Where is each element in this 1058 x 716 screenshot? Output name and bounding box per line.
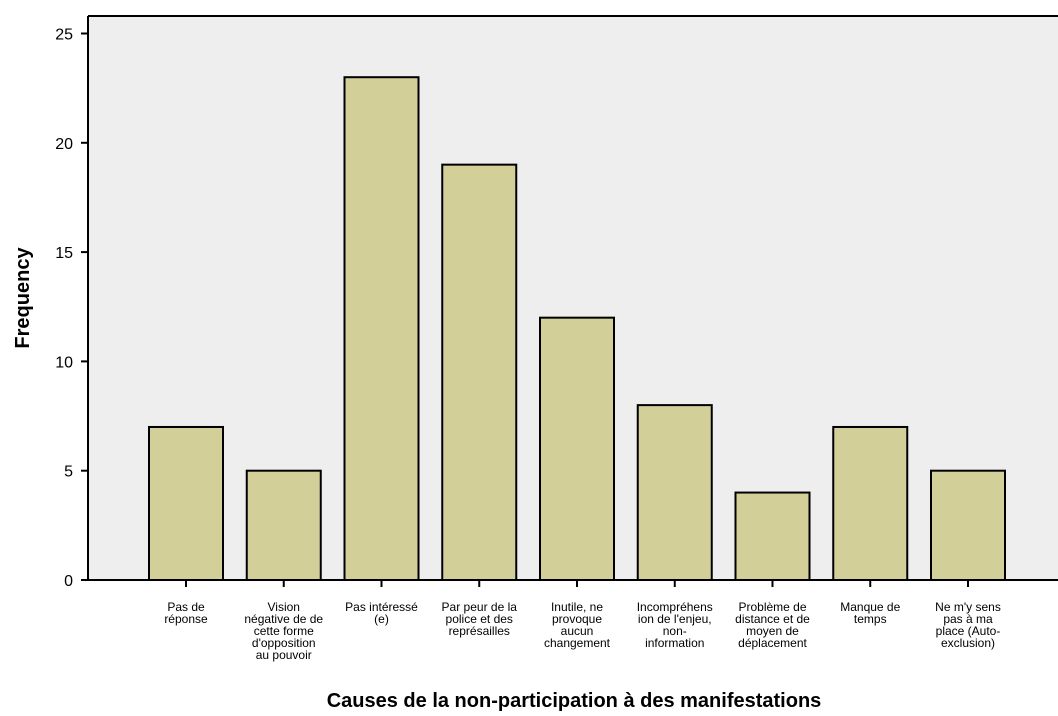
x-tick-label-line: Manque de (840, 600, 900, 614)
x-tick-label-line: police et des (446, 612, 513, 626)
x-tick-label-line: place (Auto- (936, 624, 1001, 638)
bar (539, 316, 615, 581)
x-tick-label-line: Ne m'y sens (935, 600, 1001, 614)
x-tick-label: Par peur de la police et des représailles (442, 600, 518, 638)
x-tick-label-line: distance et de (735, 612, 810, 626)
x-tick-label-line: pas à ma (943, 612, 993, 626)
y-tick-label: 0 (64, 573, 73, 590)
x-tick-label-line: cette forme (254, 624, 314, 638)
x-tick-label-line: exclusion) (941, 636, 995, 650)
x-tick-label-line: représailles (449, 624, 510, 638)
x-axis-title: Causes de la non-participation à des man… (327, 690, 822, 712)
x-tick-label-line: négative de de (244, 612, 323, 626)
x-tick-label-line: Par peur de la (442, 600, 518, 614)
x-tick-label: Problème de distance et de moyen de déplace… (735, 600, 810, 650)
x-tick-label: Manque de temps (840, 600, 900, 626)
x-tick-label-line: réponse (164, 612, 208, 626)
x-tick-label: Pas de réponse (164, 600, 208, 626)
y-ticks: 0 5 10 15 20 25 (55, 26, 88, 590)
x-tick-label-line: temps (854, 612, 887, 626)
x-tick-label-line: d'opposition (252, 636, 316, 650)
bar (930, 469, 1006, 581)
bars (148, 76, 1006, 582)
x-tick-label-line: (e) (374, 612, 389, 626)
x-tick-label: Incompréhens ion de l'enjeu, non-informati… (637, 600, 713, 650)
x-tick-label-line: non- (663, 624, 687, 638)
x-tick-label-line: au pouvoir (256, 648, 312, 662)
x-tick-label: Inutile, ne provoque aucun changement (544, 600, 611, 650)
x-tick-label-line: aucun (561, 624, 594, 638)
x-tick-label-line: Problème de (738, 600, 806, 614)
x-tick-label-line: provoque (552, 612, 602, 626)
y-axis-title: Frequency (12, 247, 34, 349)
x-tick-label-line: changement (544, 636, 611, 650)
y-tick-label: 5 (64, 464, 73, 481)
x-tick-label-line: déplacement (738, 636, 807, 650)
x-tick-label-line: Inutile, ne (551, 600, 603, 614)
bar (343, 76, 420, 582)
x-tick-label-line: Incompréhens (637, 600, 713, 614)
bar (734, 491, 811, 581)
x-tick-label-line: Vision (268, 600, 300, 614)
y-tick-label: 25 (55, 26, 73, 43)
x-tick-label-line: Pas intéressé (345, 600, 418, 614)
x-tick-label: Pas intéressé (e) (345, 600, 418, 626)
x-tick-label: Ne m'y sens pas à ma place (Auto-exclusion… (935, 600, 1001, 650)
x-tick-label-line: ion de l'enjeu, (638, 612, 712, 626)
y-tick-label: 15 (55, 245, 73, 262)
x-ticks: Pas de réponse Vision négative de de cette f… (164, 580, 1001, 662)
bar (148, 425, 224, 581)
x-tick-label-line: moyen de (746, 624, 799, 638)
bar (245, 469, 322, 581)
bar (441, 163, 518, 582)
y-tick-label: 10 (55, 354, 73, 371)
y-tick-label: 20 (55, 136, 73, 153)
bar (636, 404, 713, 581)
bar (832, 425, 909, 581)
x-tick-label: Vision négative de de cette forme d'opposit… (244, 600, 323, 662)
x-tick-label-line: information (645, 636, 704, 650)
x-tick-label-line: Pas de (167, 600, 205, 614)
